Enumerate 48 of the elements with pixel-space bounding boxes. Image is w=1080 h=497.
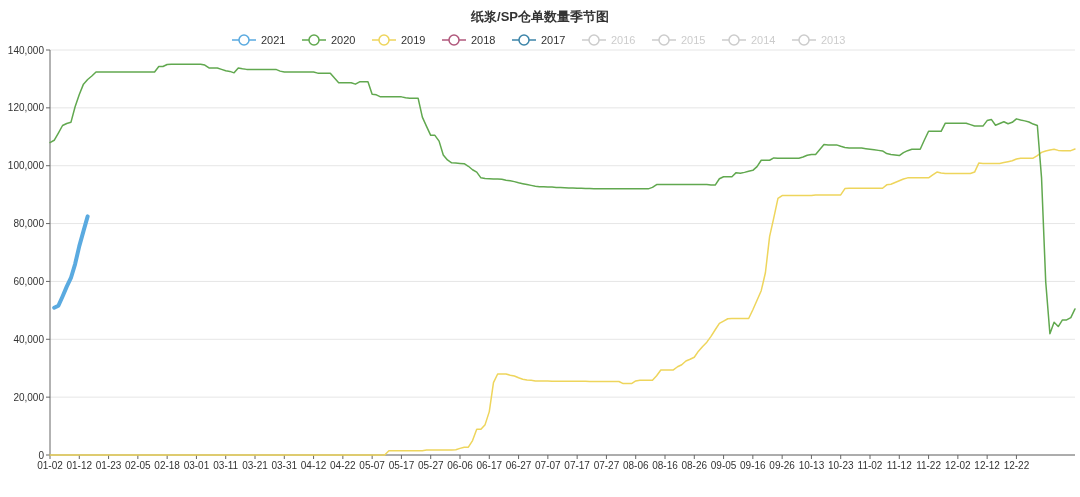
- x-tick-label: 07-17: [564, 460, 591, 471]
- x-tick-label: 12-12: [974, 460, 1001, 471]
- x-tick-label: 11-22: [916, 460, 942, 471]
- x-tick-label: 06-17: [476, 460, 503, 471]
- legend-label: 2021: [261, 34, 286, 46]
- x-tick-label: 09-05: [710, 460, 737, 471]
- y-tick-label: 20,000: [13, 391, 45, 403]
- x-tick-label: 05-27: [417, 460, 444, 471]
- x-tick-label: 07-07: [535, 460, 562, 471]
- x-tick-label: 11-12: [886, 460, 913, 471]
- x-tick-label: 02-18: [154, 460, 181, 471]
- y-tick-label: 40,000: [13, 333, 45, 345]
- x-tick-label: 03-11: [213, 460, 239, 471]
- x-tick-label: 05-17: [388, 460, 415, 471]
- y-tick-label: 60,000: [13, 275, 45, 287]
- legend-label: 2018: [471, 34, 496, 46]
- legend-label: 2017: [541, 34, 566, 46]
- x-tick-label: 02-05: [125, 460, 152, 471]
- x-tick-label: 11-02: [857, 460, 883, 471]
- x-tick-label: 10-23: [827, 460, 854, 471]
- x-tick-label: 03-21: [242, 460, 269, 471]
- x-tick-label: 04-22: [330, 460, 357, 471]
- x-tick-label: 03-31: [271, 460, 298, 471]
- x-tick-label: 08-26: [681, 460, 708, 471]
- x-tick-label: 07-27: [593, 460, 620, 471]
- legend-label: 2020: [331, 34, 356, 46]
- legend-label: 2019: [401, 34, 426, 46]
- x-tick-label: 08-16: [652, 460, 679, 471]
- y-tick-label: 80,000: [13, 218, 45, 230]
- x-tick-label: 12-22: [1003, 460, 1030, 471]
- x-tick-label: 01-23: [95, 460, 122, 471]
- x-tick-label: 04-12: [300, 460, 327, 471]
- x-tick-label: 10-13: [798, 460, 825, 471]
- x-tick-label: 06-06: [447, 460, 474, 471]
- x-tick-label: 06-27: [505, 460, 532, 471]
- x-tick-label: 01-02: [37, 460, 64, 471]
- y-tick-label: 140,000: [7, 44, 45, 56]
- y-tick-label: 100,000: [7, 160, 45, 172]
- chart-title: 纸浆/SP仓单数量季节图: [470, 9, 609, 24]
- x-tick-label: 05-07: [359, 460, 386, 471]
- x-tick-label: 09-16: [740, 460, 767, 471]
- x-tick-label: 03-01: [183, 460, 210, 471]
- x-tick-label: 08-06: [622, 460, 649, 471]
- x-tick-label: 09-26: [769, 460, 796, 471]
- x-tick-label: 01-12: [66, 460, 93, 471]
- x-tick-label: 12-02: [945, 460, 972, 471]
- y-tick-label: 0: [38, 449, 45, 461]
- y-tick-label: 120,000: [7, 102, 45, 114]
